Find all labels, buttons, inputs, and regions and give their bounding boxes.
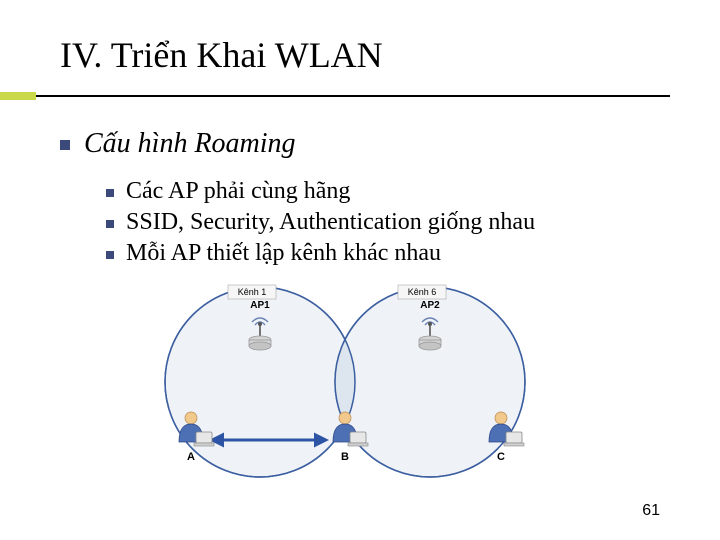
section-heading: Cấu hình Roaming	[84, 128, 296, 160]
channel-label: Kênh 1	[238, 287, 267, 297]
content-area: Cấu hình Roaming Các AP phải cùng hãng S…	[60, 128, 680, 271]
square-bullet-icon	[106, 189, 114, 197]
list-item: Cấu hình Roaming	[60, 128, 680, 160]
svg-text:C: C	[497, 451, 505, 463]
sub-list: Các AP phải cùng hãng SSID, Security, Au…	[106, 178, 680, 267]
list-item: SSID, Security, Authentication giống nha…	[106, 209, 680, 236]
list-item-label: Mỗi AP thiết lập kênh khác nhau	[126, 240, 441, 267]
list-item: Mỗi AP thiết lập kênh khác nhau	[106, 240, 680, 267]
page-title: IV. Triển Khai WLAN	[60, 34, 680, 76]
square-bullet-icon	[106, 220, 114, 228]
channel-label: Kênh 6	[408, 287, 437, 297]
svg-text:AP1: AP1	[250, 300, 270, 311]
square-bullet-icon	[60, 140, 70, 150]
list-item-label: SSID, Security, Authentication giống nha…	[126, 209, 535, 236]
list-item: Các AP phải cùng hãng	[106, 178, 680, 205]
coverage-circle	[335, 287, 525, 477]
coverage-circle	[165, 287, 355, 477]
svg-text:A: A	[187, 451, 195, 463]
diagram-svg: Kênh 1 Kênh 6 AP1 AP2	[140, 282, 560, 482]
svg-text:B: B	[341, 451, 349, 463]
rule-accent	[0, 92, 36, 100]
slide: IV. Triển Khai WLAN Cấu hình Roaming Các…	[0, 0, 720, 540]
rule-long	[30, 95, 670, 97]
svg-text:AP2: AP2	[420, 300, 440, 311]
list-item-label: Các AP phải cùng hãng	[126, 178, 350, 205]
page-number: 61	[642, 502, 660, 520]
square-bullet-icon	[106, 251, 114, 259]
roaming-diagram: Kênh 1 Kênh 6 AP1 AP2	[140, 282, 560, 482]
